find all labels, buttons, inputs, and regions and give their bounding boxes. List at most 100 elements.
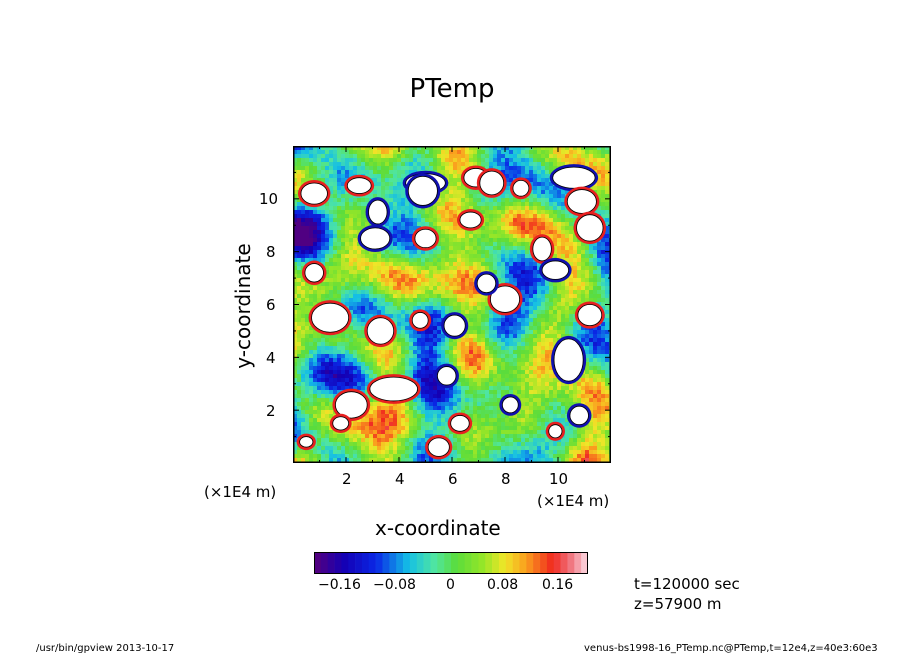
heatmap-cell — [573, 290, 578, 295]
heatmap-cell — [553, 254, 558, 259]
heatmap-cell — [585, 358, 590, 363]
heatmap-cell — [469, 302, 474, 307]
heatmap-cell — [505, 230, 510, 235]
heatmap-cell — [361, 266, 366, 271]
heatmap-cell — [381, 358, 386, 363]
heatmap-cell — [337, 182, 342, 187]
heatmap-cell — [561, 334, 566, 339]
heatmap-cell — [321, 394, 326, 399]
heatmap-cell — [297, 230, 302, 235]
heatmap-cell — [337, 262, 342, 267]
heatmap-cell — [597, 270, 602, 275]
heatmap-cell — [541, 226, 546, 231]
heatmap-cell — [309, 246, 314, 251]
heatmap-cell — [317, 350, 322, 355]
heatmap-cell — [601, 382, 606, 387]
heatmap-cell — [437, 146, 442, 151]
heatmap-cell — [329, 162, 334, 167]
heatmap-cell — [437, 326, 442, 331]
heatmap-cell — [485, 358, 490, 363]
heatmap-cell — [521, 358, 526, 363]
heatmap-cell — [477, 206, 482, 211]
heatmap-cell — [349, 382, 354, 387]
heatmap-cell — [569, 310, 574, 315]
heatmap-cell — [521, 198, 526, 203]
heatmap-cell — [461, 378, 466, 383]
heatmap-cell — [557, 154, 562, 159]
heatmap-cell — [421, 366, 426, 371]
heatmap-cell — [549, 154, 554, 159]
heatmap-cell — [429, 366, 434, 371]
heatmap-cell — [293, 162, 298, 167]
heatmap-cell — [605, 274, 610, 279]
heatmap-cell — [365, 374, 370, 379]
heatmap-cell — [441, 226, 446, 231]
heatmap-cell — [397, 342, 402, 347]
heatmap-cell — [533, 154, 538, 159]
heatmap-cell — [517, 370, 522, 375]
heatmap-cell — [365, 218, 370, 223]
heatmap-cell — [437, 282, 442, 287]
heatmap-cell — [437, 154, 442, 159]
heatmap-cell — [405, 154, 410, 159]
heatmap-cell — [385, 290, 390, 295]
heatmap-cell — [541, 190, 546, 195]
heatmap-cell — [425, 378, 430, 383]
heatmap-cell — [309, 326, 314, 331]
heatmap-cell — [561, 286, 566, 291]
heatmap-cell — [493, 266, 498, 271]
heatmap-cell — [405, 254, 410, 259]
heatmap-cell — [377, 282, 382, 287]
heatmap-cell — [605, 182, 610, 187]
heatmap-cell — [509, 210, 514, 215]
heatmap-cell — [437, 226, 442, 231]
heatmap-cell — [373, 282, 378, 287]
heatmap-cell — [405, 246, 410, 251]
heatmap-cell — [373, 306, 378, 311]
heatmap-cell — [529, 166, 534, 171]
heatmap-cell — [313, 354, 318, 359]
heatmap-cell — [389, 302, 394, 307]
heatmap-cell — [421, 166, 426, 171]
heatmap-cell — [333, 346, 338, 351]
heatmap-cell — [465, 198, 470, 203]
heatmap-cell — [597, 370, 602, 375]
heatmap-cell — [469, 270, 474, 275]
heatmap-cell — [397, 150, 402, 155]
heatmap-cell — [449, 150, 454, 155]
heatmap-cell — [417, 146, 422, 151]
heatmap-cell — [437, 338, 442, 343]
heatmap-cell — [413, 222, 418, 227]
heatmap-cell — [525, 234, 530, 239]
heatmap-cell — [521, 322, 526, 327]
heatmap-cell — [365, 346, 370, 351]
heatmap-cell — [353, 362, 358, 367]
heatmap-cell — [569, 234, 574, 239]
heatmap-cell — [489, 242, 494, 247]
heatmap-cell — [429, 158, 434, 163]
heatmap-cell — [461, 390, 466, 395]
heatmap-cell — [449, 274, 454, 279]
heatmap-cell — [541, 222, 546, 227]
heatmap-cell — [373, 182, 378, 187]
heatmap-cell — [441, 334, 446, 339]
heatmap-cell — [421, 294, 426, 299]
heatmap-cell — [437, 242, 442, 247]
heatmap-cell — [321, 290, 326, 295]
heatmap-cell — [341, 386, 346, 391]
heatmap-cell — [481, 358, 486, 363]
heatmap-cell — [557, 242, 562, 247]
heatmap-cell — [381, 354, 386, 359]
heatmap-cell — [557, 234, 562, 239]
heatmap-cell — [565, 298, 570, 303]
heatmap-cell — [545, 186, 550, 191]
heatmap-cell — [461, 354, 466, 359]
heatmap-cell — [313, 302, 318, 307]
heatmap-cell — [481, 330, 486, 335]
heatmap-cell — [533, 346, 538, 351]
heatmap-cell — [329, 382, 334, 387]
heatmap-cell — [533, 386, 538, 391]
heatmap-cell — [601, 182, 606, 187]
heatmap-cell — [361, 158, 366, 163]
heatmap-cell — [581, 150, 586, 155]
